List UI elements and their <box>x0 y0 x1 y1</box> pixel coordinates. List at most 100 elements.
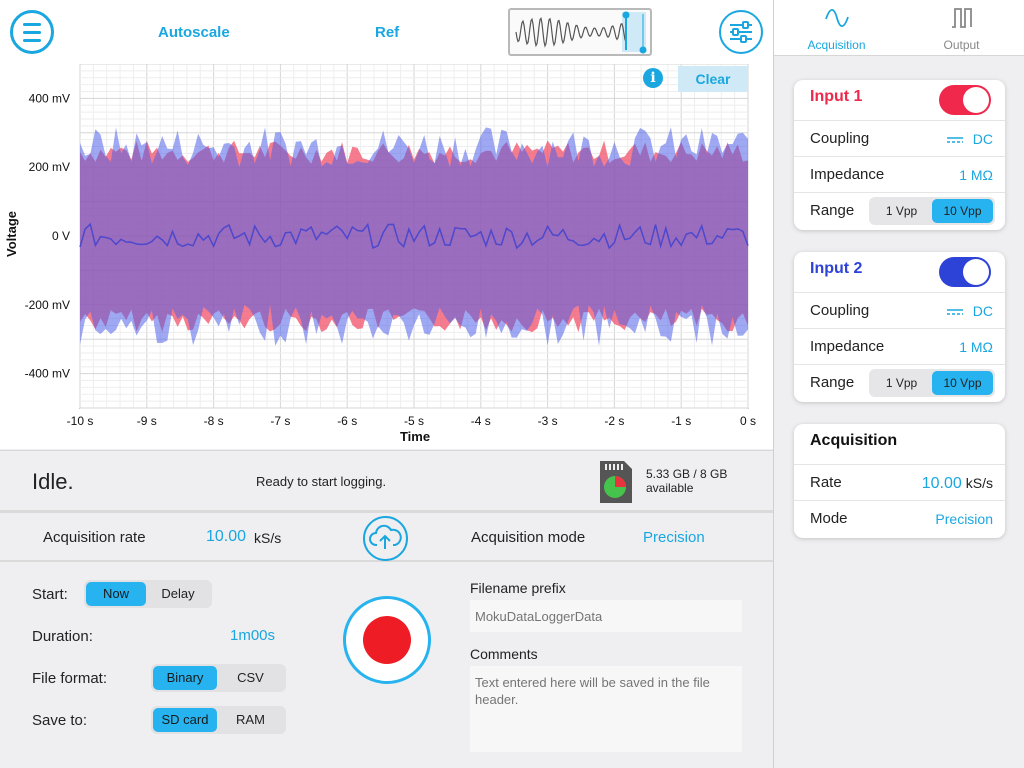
acquisition-card-rate-value: 10.00 <box>921 475 962 492</box>
square-wave-icon <box>952 8 972 28</box>
ref-button[interactable]: Ref <box>375 24 400 41</box>
file-format-label: File format: <box>32 670 108 687</box>
input2-coupling-label: Coupling <box>810 302 870 319</box>
input2-range-10vpp[interactable]: 10 Vpp <box>932 371 993 395</box>
start-label: Start: <box>32 586 68 603</box>
y-tick-label: -200 mV <box>25 298 70 312</box>
input2-title: Input 2 <box>810 260 863 277</box>
voltage-time-chart[interactable]: -10 s -9 s -8 s -7 s -6 s -5 s -4 s -3 s -2 s -1 … <box>0 64 773 449</box>
duration-label: Duration: <box>32 628 93 645</box>
input1-coupling-value[interactable]: DC <box>946 131 993 147</box>
start-now-option[interactable]: Now <box>86 582 146 606</box>
acquisition-card-rate-label: Rate <box>810 474 842 491</box>
acquisition-card-mode-value[interactable]: Precision <box>935 511 993 527</box>
y-tick-label: -400 mV <box>25 367 70 381</box>
chart-canvas[interactable]: -10 s -9 s -8 s -7 s -6 s -5 s -4 s -3 s -2 s -1 … <box>0 64 773 449</box>
autoscale-button[interactable]: Autoscale <box>158 24 230 41</box>
input1-impedance-value[interactable]: 1 MΩ <box>959 167 993 183</box>
panel-tabs: Acquisition Output <box>774 0 1024 56</box>
x-tick-label: -10 s <box>67 414 94 428</box>
x-tick-label: -8 s <box>204 414 224 428</box>
input2-impedance-label: Impedance <box>810 338 885 355</box>
record-icon <box>363 616 411 664</box>
acquisition-card-title: Acquisition <box>810 432 898 449</box>
logger-state: Idle. <box>32 469 74 494</box>
record-button[interactable] <box>343 596 431 684</box>
info-icon[interactable]: i <box>643 68 663 88</box>
acquisition-rate-value[interactable]: 10.00 <box>206 528 247 545</box>
x-tick-label: -5 s <box>404 414 424 428</box>
format-binary-option[interactable]: Binary <box>153 666 217 690</box>
filename-prefix-input[interactable] <box>470 600 742 632</box>
dc-coupling-icon <box>946 309 963 316</box>
sd-card-icon <box>596 459 634 510</box>
tab-output-label: Output <box>943 38 980 52</box>
acquisition-card-rate[interactable]: 10.00 kS/s <box>922 475 993 493</box>
input2-toggle[interactable] <box>939 257 991 287</box>
start-segmented-control[interactable]: Now Delay <box>84 580 212 608</box>
tab-output[interactable]: Output <box>899 0 1024 56</box>
input2-coupling-value[interactable]: DC <box>946 303 993 319</box>
input2-coupling-text: DC <box>972 303 993 319</box>
input2-range-1vpp[interactable]: 1 Vpp <box>885 376 918 390</box>
acquisition-card-rate-unit: kS/s <box>965 475 993 491</box>
input1-range-segmented-control[interactable]: 1 Vpp 10 Vpp <box>869 197 995 225</box>
x-tick-label: -3 s <box>538 414 558 428</box>
x-tick-label: -4 s <box>471 414 491 428</box>
acquisition-rate-label: Acquisition rate <box>43 529 146 546</box>
dc-coupling-icon <box>946 137 963 144</box>
storage-available: available <box>646 481 694 495</box>
storage-indicator: 5.33 GB / 8 GB available <box>646 467 727 495</box>
series-envelope-2 <box>80 127 748 347</box>
input1-range-1vpp[interactable]: 1 Vpp <box>885 204 918 218</box>
input2-range-segmented-control[interactable]: 1 Vpp 10 Vpp <box>869 369 995 397</box>
storage-used: 5.33 GB / 8 GB <box>646 467 728 481</box>
sliders-icon[interactable] <box>719 10 763 54</box>
cloud-upload-icon[interactable] <box>363 516 408 561</box>
duration-value[interactable]: 1m00s <box>230 627 276 644</box>
format-csv-option[interactable]: CSV <box>237 670 264 685</box>
comments-label: Comments <box>470 646 538 662</box>
status-bar: Idle. Ready to start logging. 5.33 GB / … <box>0 450 773 508</box>
acquisition-row: Acquisition rate 10.00 kS/s Acquisition … <box>0 510 773 562</box>
input1-range-label: Range <box>810 202 855 219</box>
save-to-label: Save to: <box>32 712 88 729</box>
right-panel: Acquisition Output Input 1 Coupling DC I… <box>773 0 1024 768</box>
x-tick-label: -6 s <box>337 414 357 428</box>
clear-button[interactable]: Clear <box>678 66 748 92</box>
y-axis-label: Voltage <box>4 211 19 257</box>
x-axis-label: Time <box>400 429 430 444</box>
toolbar: Autoscale Ref <box>0 0 773 64</box>
input1-toggle[interactable] <box>939 85 991 115</box>
x-tick-label: -2 s <box>604 414 624 428</box>
input1-range-10vpp[interactable]: 10 Vpp <box>932 199 993 223</box>
acquisition-rate-unit: kS/s <box>254 530 282 546</box>
x-tick-label: -9 s <box>137 414 157 428</box>
file-format-segmented-control[interactable]: Binary CSV <box>151 664 286 692</box>
input1-title: Input 1 <box>810 88 863 105</box>
filename-prefix-label: Filename prefix <box>470 580 566 596</box>
input1-impedance-label: Impedance <box>810 166 885 183</box>
input2-range-label: Range <box>810 374 855 391</box>
acquisition-card-mode-label: Mode <box>810 510 848 527</box>
input1-card: Input 1 Coupling DC Impedance 1 MΩ Range… <box>794 80 1005 230</box>
acquisition-mode-value[interactable]: Precision <box>643 529 705 546</box>
waveform-overview-thumbnail[interactable] <box>508 8 652 56</box>
input2-card: Input 2 Coupling DC Impedance 1 MΩ Range… <box>794 252 1005 402</box>
y-tick-label: 400 mV <box>29 91 70 105</box>
acquisition-card: Acquisition Rate 10.00 kS/s Mode Precisio… <box>794 424 1005 538</box>
y-tick-label: 0 V <box>52 229 70 243</box>
x-tick-label: 0 s <box>740 414 756 428</box>
save-to-segmented-control[interactable]: SD card RAM <box>151 706 286 734</box>
save-sd-card-option[interactable]: SD card <box>153 708 217 732</box>
logging-config: Start: Now Delay Duration: 1m00s File fo… <box>0 564 773 768</box>
tab-acquisition-label: Acquisition <box>807 38 866 52</box>
tab-acquisition[interactable]: Acquisition <box>774 0 899 56</box>
start-delay-option[interactable]: Delay <box>161 586 195 601</box>
save-ram-option[interactable]: RAM <box>236 712 265 727</box>
input1-coupling-label: Coupling <box>810 130 870 147</box>
acquisition-mode-label: Acquisition mode <box>471 529 586 546</box>
comments-input[interactable] <box>470 666 742 752</box>
input2-impedance-value[interactable]: 1 MΩ <box>959 339 993 355</box>
hamburger-menu-icon[interactable] <box>10 10 54 54</box>
